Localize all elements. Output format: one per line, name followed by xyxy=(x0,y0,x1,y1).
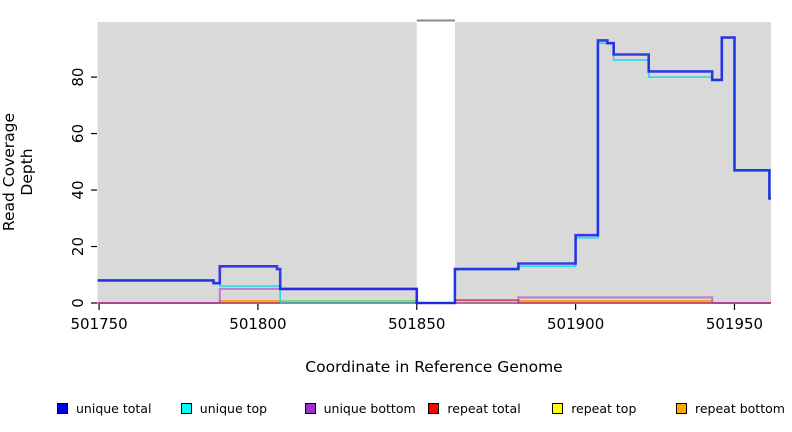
x-axis-title: Coordinate in Reference Genome xyxy=(305,358,563,376)
x-tick-label: 501750 xyxy=(70,315,127,333)
y-tick-label: 0 xyxy=(69,298,87,308)
y-tick-label: 60 xyxy=(69,124,87,143)
y-axis-title: Read Coverage Depth xyxy=(0,112,36,232)
coverage-gap-band xyxy=(416,19,455,303)
series-line-unique-total xyxy=(97,36,771,305)
y-tick-label: 40 xyxy=(69,180,87,199)
y-tick-label: 20 xyxy=(69,237,87,256)
x-tick-label: 501900 xyxy=(547,315,604,333)
x-tick-label: 501850 xyxy=(388,315,445,333)
y-tick-label: 80 xyxy=(69,68,87,87)
x-tick-label: 501800 xyxy=(229,315,286,333)
x-tick-label: 501950 xyxy=(706,315,763,333)
series-line-unique-bottom xyxy=(97,287,771,304)
